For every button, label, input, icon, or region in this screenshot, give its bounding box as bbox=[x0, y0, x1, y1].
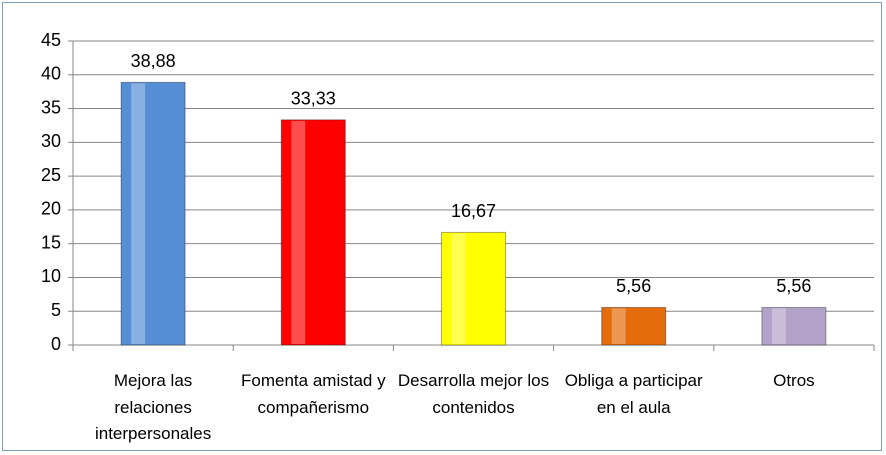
y-tick-label: 35 bbox=[41, 97, 61, 117]
bar-highlight bbox=[291, 120, 306, 344]
data-label: 5,56 bbox=[616, 276, 651, 296]
data-label: 33,33 bbox=[291, 89, 336, 109]
y-tick-label: 25 bbox=[41, 165, 61, 185]
y-tick-label: 10 bbox=[41, 266, 61, 286]
x-tick-label: Fomenta amistad y compañerismo bbox=[241, 371, 386, 417]
y-tick-label: 40 bbox=[41, 64, 61, 84]
bar bbox=[280, 119, 346, 346]
bar bbox=[120, 81, 186, 346]
y-tick-label: 30 bbox=[41, 131, 61, 151]
y-tick-label: 0 bbox=[51, 334, 61, 354]
x-tick-label: Obliga a participar en el aula bbox=[564, 371, 703, 417]
bar-highlight bbox=[451, 233, 466, 344]
bar bbox=[601, 306, 667, 346]
y-tick-label: 45 bbox=[41, 30, 61, 50]
bar bbox=[761, 306, 827, 346]
bar-highlight bbox=[771, 308, 786, 344]
data-label: 38,88 bbox=[131, 51, 176, 71]
data-label: 5,56 bbox=[776, 276, 811, 296]
x-tick-label: Mejora las relaciones interpersonales bbox=[94, 371, 212, 443]
y-tick-label: 15 bbox=[41, 232, 61, 252]
bar-highlight bbox=[131, 83, 146, 345]
x-tick-label: Otros bbox=[773, 371, 815, 390]
bar-highlight bbox=[611, 308, 626, 344]
x-tick-label: Desarrolla mejor los contenidos bbox=[397, 371, 550, 417]
y-tick-label: 5 bbox=[51, 300, 61, 320]
bar bbox=[441, 231, 506, 346]
y-tick-label: 20 bbox=[41, 199, 61, 219]
data-label: 16,67 bbox=[451, 201, 496, 221]
